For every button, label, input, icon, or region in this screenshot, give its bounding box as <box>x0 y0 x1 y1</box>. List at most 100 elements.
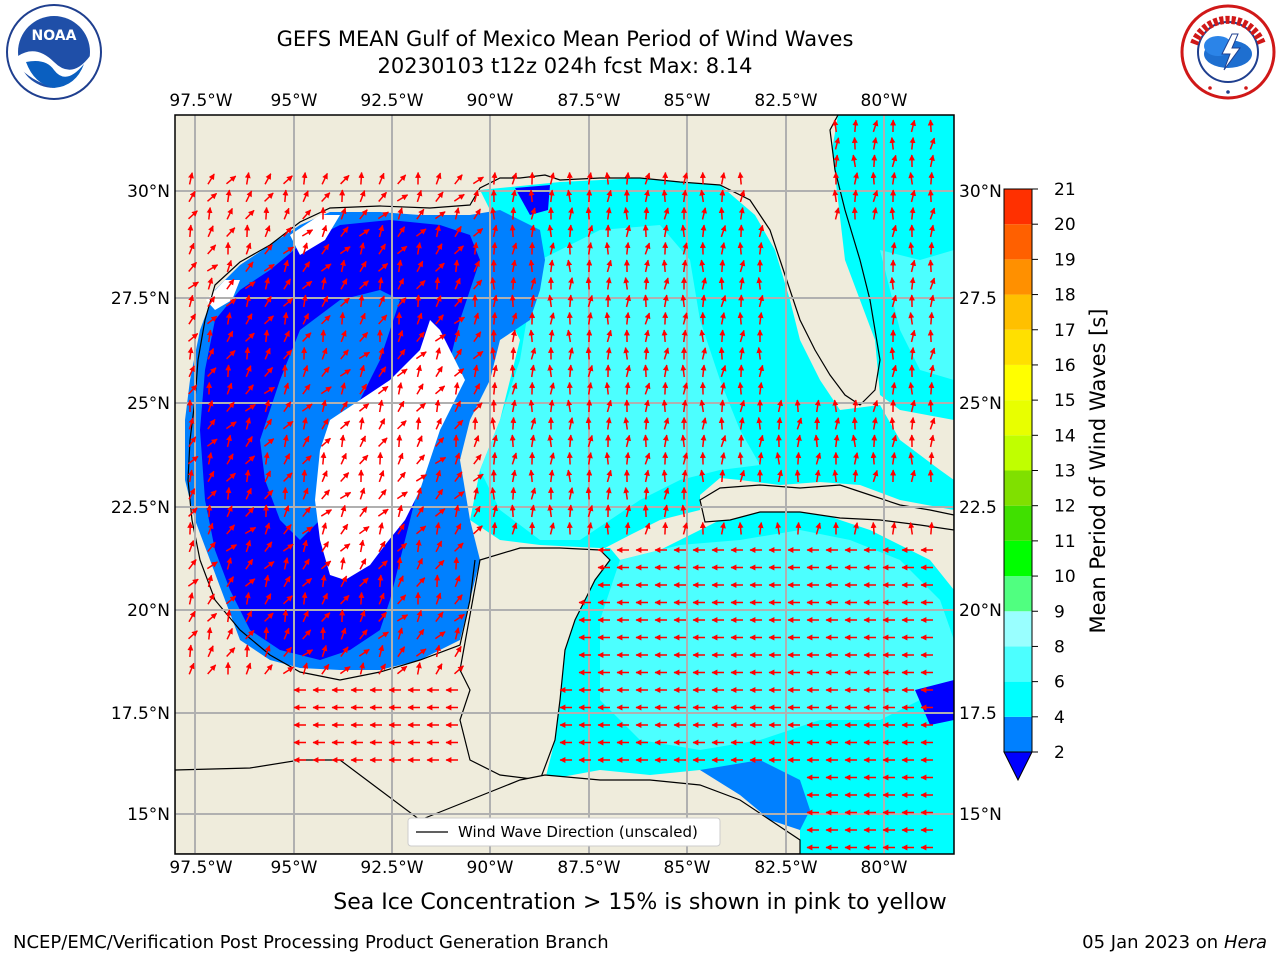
wind-arrow <box>738 347 745 360</box>
wind-arrow <box>340 504 347 518</box>
wind-arrow <box>206 561 218 570</box>
wind-arrow <box>454 523 462 535</box>
wind-arrow <box>889 206 896 220</box>
wind-arrow <box>435 437 445 447</box>
wind-arrow <box>415 294 422 308</box>
footer-date: 05 Jan 2023 on Hera <box>1082 932 1267 953</box>
wind-arrow <box>397 297 407 307</box>
wind-arrow <box>302 261 311 273</box>
wind-arrow <box>359 435 367 448</box>
wind-arrow <box>340 523 349 535</box>
wind-arrow <box>359 209 368 220</box>
wind-arrow <box>566 469 573 483</box>
wind-arrow <box>320 560 332 570</box>
wind-arrow <box>188 610 196 623</box>
wind-arrow <box>758 434 765 448</box>
wind-arrow <box>435 611 444 623</box>
wind-wave-arrows <box>187 119 936 851</box>
wind-arrow <box>378 314 388 325</box>
colorbar-swatch <box>1004 681 1032 717</box>
wind-arrow <box>586 452 593 465</box>
wind-arrow <box>340 330 347 343</box>
wind-arrow <box>795 434 802 448</box>
wind-arrow <box>454 665 464 675</box>
wind-arrow <box>909 136 916 150</box>
wind-arrow <box>719 399 726 413</box>
lon-label-top: 95°W <box>271 91 318 111</box>
colorbar-swatch <box>1004 716 1032 752</box>
wind-arrow <box>927 189 934 203</box>
wind-arrow <box>340 401 348 413</box>
wind-arrow <box>548 399 555 413</box>
wind-arrow <box>511 172 518 185</box>
wind-arrow <box>302 313 310 325</box>
wind-arrow <box>511 452 518 465</box>
wind-arrow <box>397 627 404 640</box>
wind-arrow <box>378 489 387 500</box>
wind-arrow <box>585 276 592 290</box>
wind-arrow <box>397 400 405 413</box>
wind-arrow <box>264 315 274 325</box>
wind-arrow <box>453 382 460 395</box>
wind-arrow <box>663 347 670 360</box>
wind-arrow <box>832 189 839 203</box>
colorbar-swatch <box>1004 470 1032 506</box>
lon-label-top: 87.5°W <box>557 91 620 111</box>
wind-arrow <box>929 154 935 168</box>
wind-arrow <box>547 294 554 308</box>
colorbar-under-arrow <box>1003 751 1033 782</box>
wind-arrow <box>909 346 916 360</box>
wind-arrow <box>908 242 915 255</box>
wind-arrow <box>339 311 346 325</box>
wind-arrow <box>528 399 535 413</box>
wind-arrow <box>415 539 422 553</box>
wind-arrow <box>377 211 389 220</box>
wind-arrow <box>566 451 573 465</box>
wind-arrow <box>872 189 879 203</box>
wind-arrow <box>321 314 331 325</box>
wind-arrow <box>415 474 427 482</box>
wind-arrow <box>663 207 670 220</box>
wind-arrow <box>245 190 253 203</box>
wind-arrow <box>282 609 289 623</box>
wind-arrow <box>586 259 593 273</box>
wind-arrow <box>700 434 707 448</box>
wind-arrow <box>604 381 611 395</box>
wind-arrow <box>661 189 668 203</box>
wind-arrow <box>737 521 744 535</box>
wind-arrow <box>852 189 859 203</box>
wind-arrow <box>889 136 896 150</box>
wind-arrow <box>739 189 746 203</box>
wind-arrow <box>340 594 350 605</box>
wind-arrow <box>302 487 309 500</box>
wind-arrow <box>510 206 517 220</box>
wind-arrow <box>851 154 858 168</box>
wind-arrow <box>928 241 935 255</box>
wind-arrow <box>644 399 650 413</box>
wind-arrow <box>624 451 631 465</box>
wind-arrow <box>511 522 518 535</box>
wind-arrow <box>225 486 232 500</box>
wind-arrow <box>566 171 573 185</box>
wind-arrow <box>416 487 423 500</box>
wind-arrow <box>832 119 839 133</box>
wind-arrow <box>699 469 706 483</box>
wind-arrow <box>320 574 327 588</box>
wind-arrow <box>396 245 408 255</box>
wind-arrow <box>206 206 213 220</box>
wind-arrow <box>929 434 935 448</box>
wind-arrow <box>359 487 366 500</box>
footer-date-text: 05 Jan 2023 on <box>1082 932 1224 953</box>
wind-arrow <box>529 224 536 238</box>
wind-arrow <box>510 346 517 360</box>
wind-arrow <box>340 297 350 307</box>
wind-arrow <box>321 541 330 553</box>
wind-arrow <box>340 278 348 290</box>
wind-arrow <box>737 451 744 465</box>
colorbar-tick-label: 6 <box>1054 673 1065 693</box>
wind-arrow <box>642 224 649 238</box>
wind-arrow <box>929 137 936 150</box>
wind-arrow <box>226 259 233 273</box>
wind-arrow <box>263 574 270 588</box>
wind-arrow <box>473 279 483 290</box>
